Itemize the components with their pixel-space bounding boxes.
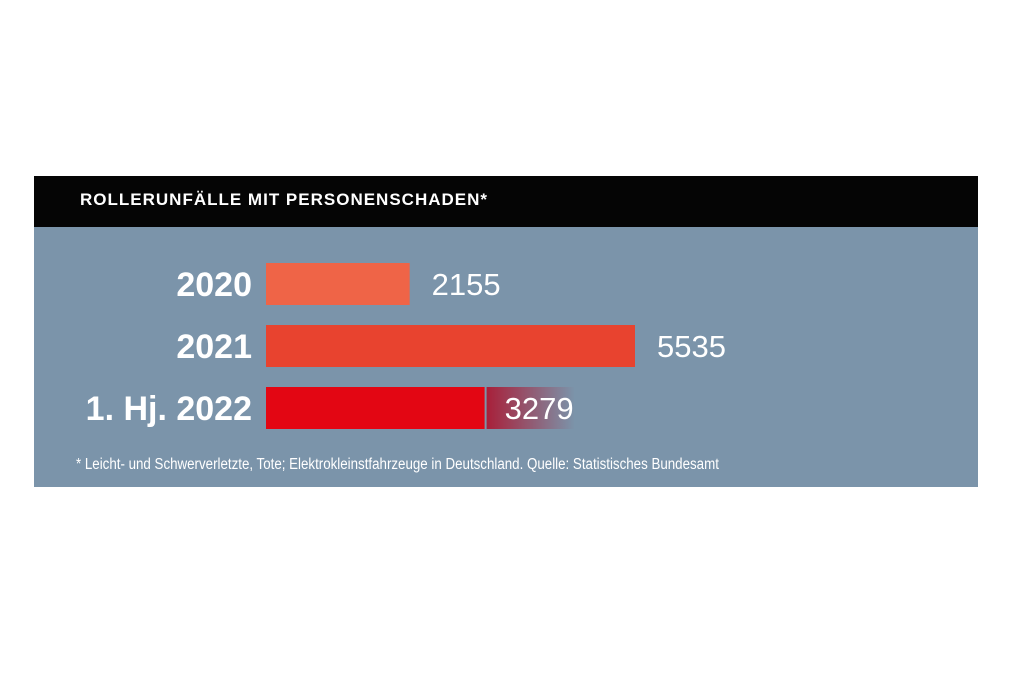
bar-chart: 2020 2155 2021 5535 1. Hj. 2022 3279 [86,263,726,429]
chart-header: ROLLERUNFÄLLE MIT PERSONENSCHADEN* [34,176,978,227]
category-label: 2020 [176,266,252,304]
chart-panel: ROLLERUNFÄLLE MIT PERSONENSCHADEN* 2020 2… [34,176,978,487]
value-label: 3279 [505,391,574,426]
value-label: 2155 [432,267,501,302]
category-label: 2021 [176,328,252,366]
chart-footnote: * Leicht- und Schwerverletzte, Tote; Ele… [76,456,719,473]
value-label: 5535 [657,329,726,364]
bar [266,387,485,429]
bar [266,263,410,305]
bar [266,325,635,367]
bar-projection-fade [486,387,575,429]
category-label: 1. Hj. 2022 [86,390,252,428]
chart-title: ROLLERUNFÄLLE MIT PERSONENSCHADEN* [80,190,489,209]
